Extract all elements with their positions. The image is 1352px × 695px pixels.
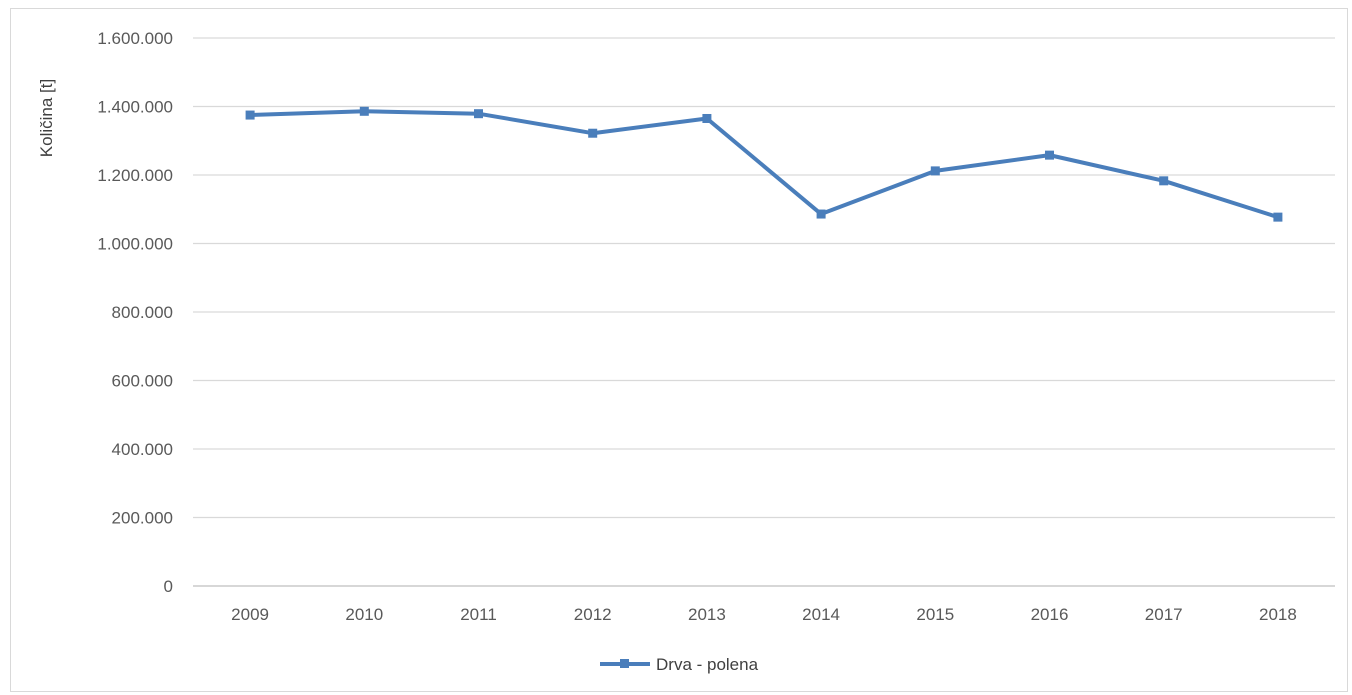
- y-tick-label: 600.000: [112, 372, 173, 391]
- data-point: [930, 166, 940, 176]
- x-axis-ticks: 2009 2010 2011 2012 2013 2014 2015 2016 2017 2018: [231, 605, 1297, 624]
- x-tick-label: 2011: [460, 605, 497, 624]
- legend: Drva - polena: [600, 655, 759, 674]
- data-point: [816, 209, 826, 219]
- y-tick-label: 0: [164, 577, 173, 596]
- gridlines: [193, 37, 1335, 587]
- y-tick-label: 1.000.000: [97, 235, 173, 254]
- legend-marker: [620, 659, 629, 668]
- data-point: [588, 128, 598, 138]
- x-tick-label: 2010: [345, 605, 383, 624]
- x-tick-label: 2017: [1145, 605, 1183, 624]
- x-tick-label: 2018: [1259, 605, 1297, 624]
- series-group: [245, 106, 1283, 222]
- y-tick-label: 1.600.000: [97, 29, 173, 48]
- data-point: [1159, 176, 1169, 186]
- x-tick-label: 2012: [574, 605, 612, 624]
- data-point: [474, 109, 483, 119]
- x-tick-label: 2016: [1031, 605, 1069, 624]
- data-point: [359, 106, 369, 116]
- y-axis-label: Količina [t]: [37, 79, 56, 157]
- x-tick-label: 2015: [916, 605, 954, 624]
- y-axis-ticks: 0 200.000 400.000 600.000 800.000 1.000.000 1.…: [97, 29, 173, 596]
- y-tick-label: 400.000: [112, 440, 173, 459]
- legend-label: Drva - polena: [656, 655, 759, 674]
- x-tick-label: 2014: [802, 605, 840, 624]
- data-point: [702, 113, 712, 123]
- y-tick-label: 1.200.000: [97, 166, 173, 185]
- data-point: [1045, 150, 1054, 160]
- y-tick-label: 800.000: [112, 303, 173, 322]
- y-tick-label: 200.000: [112, 509, 173, 528]
- x-tick-label: 2013: [688, 605, 726, 624]
- data-point: [245, 110, 255, 120]
- x-tick-label: 2009: [231, 605, 269, 624]
- data-point: [1273, 212, 1283, 222]
- y-tick-label: 1.400.000: [97, 98, 173, 117]
- series-line: [250, 109, 1279, 220]
